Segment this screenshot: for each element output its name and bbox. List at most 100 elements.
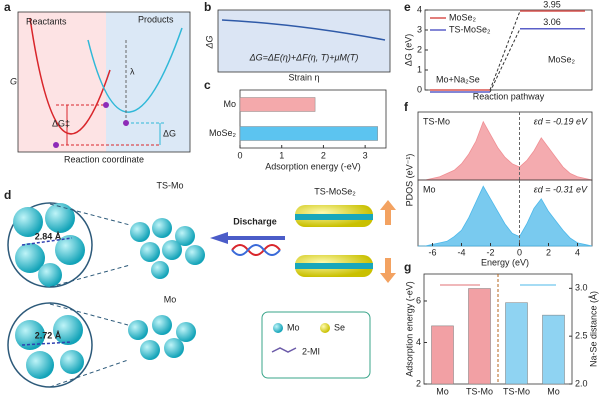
panel-label: c <box>204 78 211 92</box>
panel-label: a <box>4 0 11 14</box>
y-tick-label: 2 <box>417 44 422 54</box>
atoms <box>13 203 205 379</box>
bar <box>239 97 316 112</box>
arrow <box>380 200 396 225</box>
annotation: Mo+Na₂Se <box>436 74 480 84</box>
x-tick-label: 0 <box>237 150 242 160</box>
annotation: MoSe₂ <box>548 54 576 64</box>
y-tick-label: 4 <box>417 4 422 14</box>
x-tick-label: -4 <box>457 247 465 257</box>
legend-label: 2-MI <box>302 346 320 356</box>
product-region <box>106 12 190 152</box>
panel-d: d 2.84 Å 2.72 Å TS-Mo Mo TS-MoSe₂ Discha… <box>4 180 396 388</box>
y-tick-label: 3 <box>417 24 422 34</box>
pdos-area <box>418 185 593 247</box>
legend-label: Mo <box>287 322 300 332</box>
category-label: MoSe₂ <box>209 128 237 138</box>
bar <box>542 314 565 385</box>
label: TS-MoSe₂ <box>314 186 356 196</box>
mose2-layers <box>295 205 373 277</box>
dna <box>231 244 281 256</box>
legend-label: MoSe₂ <box>449 12 477 22</box>
y-label: ΔG <box>204 35 214 49</box>
series-label: Mo <box>423 184 436 194</box>
x-tick-label: Mo <box>436 386 449 396</box>
label: ΔG‡ <box>52 118 70 128</box>
legend-icon <box>273 323 283 333</box>
arrow <box>380 258 396 283</box>
x-tick-label: 4 <box>575 247 580 257</box>
x-tick-label: 2 <box>546 247 551 257</box>
arrow <box>210 232 285 244</box>
panel-label: b <box>204 0 211 14</box>
x-tick-label: -2 <box>486 247 494 257</box>
panel-label: d <box>4 188 11 202</box>
bar <box>239 126 378 141</box>
value-label: 3.95 <box>543 0 561 9</box>
panel-label: g <box>404 260 411 274</box>
x-tick-label: 0 <box>517 247 522 257</box>
panel-label: e <box>404 0 411 14</box>
legend-label: Se <box>334 322 345 332</box>
y-label: ΔG (eV) <box>403 34 413 67</box>
y-tick-label: 4 <box>416 337 421 347</box>
annotation: εd = -0.31 eV <box>534 184 588 194</box>
label: Discharge <box>233 216 277 226</box>
label: λ <box>130 66 135 76</box>
x-tick-label: TS-Mo <box>466 386 493 396</box>
distance: 2.84 Å <box>35 231 62 241</box>
pdos-area <box>418 120 593 181</box>
reactant-region <box>18 12 106 152</box>
connector <box>489 10 521 91</box>
x-label: Strain η <box>288 72 319 82</box>
frame <box>217 9 391 73</box>
y-tick-label: 6 <box>416 295 421 305</box>
panel-a: a Reactants Products G Reaction coordina… <box>4 0 191 164</box>
x-label: Reaction pathway <box>473 91 545 101</box>
y2-label: Na-Se distance (Å) <box>588 291 598 367</box>
x-tick-label: 2 <box>321 150 326 160</box>
frame <box>239 89 387 149</box>
bar <box>431 325 454 385</box>
equation: ΔG=ΔE(η)+ΔF(η, T)+μM(T) <box>249 52 359 62</box>
label: Mo <box>164 294 177 304</box>
y-tick-label: 1 <box>417 64 422 74</box>
x-tick-label: TS-Mo <box>503 386 530 396</box>
x-tick-label: Mo <box>547 386 560 396</box>
x-tick-label: 1 <box>279 150 284 160</box>
distance-line <box>21 237 73 246</box>
legend-label: TS-MoSe₂ <box>449 24 491 34</box>
connector <box>489 28 521 93</box>
y2-tick-label: 2.5 <box>575 331 588 341</box>
label: ΔG <box>163 128 176 138</box>
curve <box>221 19 386 41</box>
reactant-curve <box>29 17 111 135</box>
frame <box>17 11 191 153</box>
x-label: Adsorption energy (-eV) <box>265 161 361 171</box>
x-tick-label: -6 <box>428 247 436 257</box>
label: Products <box>138 14 174 24</box>
y-label: G <box>10 76 17 86</box>
x-label: Reaction coordinate <box>64 154 144 164</box>
y2-tick-label: 2.0 <box>575 378 588 388</box>
point <box>123 120 129 126</box>
x-label: Energy (eV) <box>481 257 529 267</box>
point <box>53 142 59 148</box>
y-tick-label: 0 <box>417 84 422 94</box>
legend-icon <box>320 323 330 333</box>
label: TS-Mo <box>157 180 184 190</box>
legend <box>261 311 371 379</box>
panel-label: f <box>404 100 409 114</box>
annotation: εd = -0.19 eV <box>534 116 588 126</box>
y-tick-label: 2 <box>416 378 421 388</box>
bar <box>505 302 528 385</box>
product-curve <box>87 27 183 113</box>
distance-line <box>21 341 73 346</box>
point <box>103 102 109 108</box>
y-label: PDOS (eV⁻¹) <box>404 154 414 207</box>
distance: 2.72 Å <box>35 330 62 340</box>
x-tick-label: 3 <box>363 150 368 160</box>
y-label: Adsorption energy (-eV) <box>404 281 414 377</box>
legend-icon <box>271 347 297 353</box>
